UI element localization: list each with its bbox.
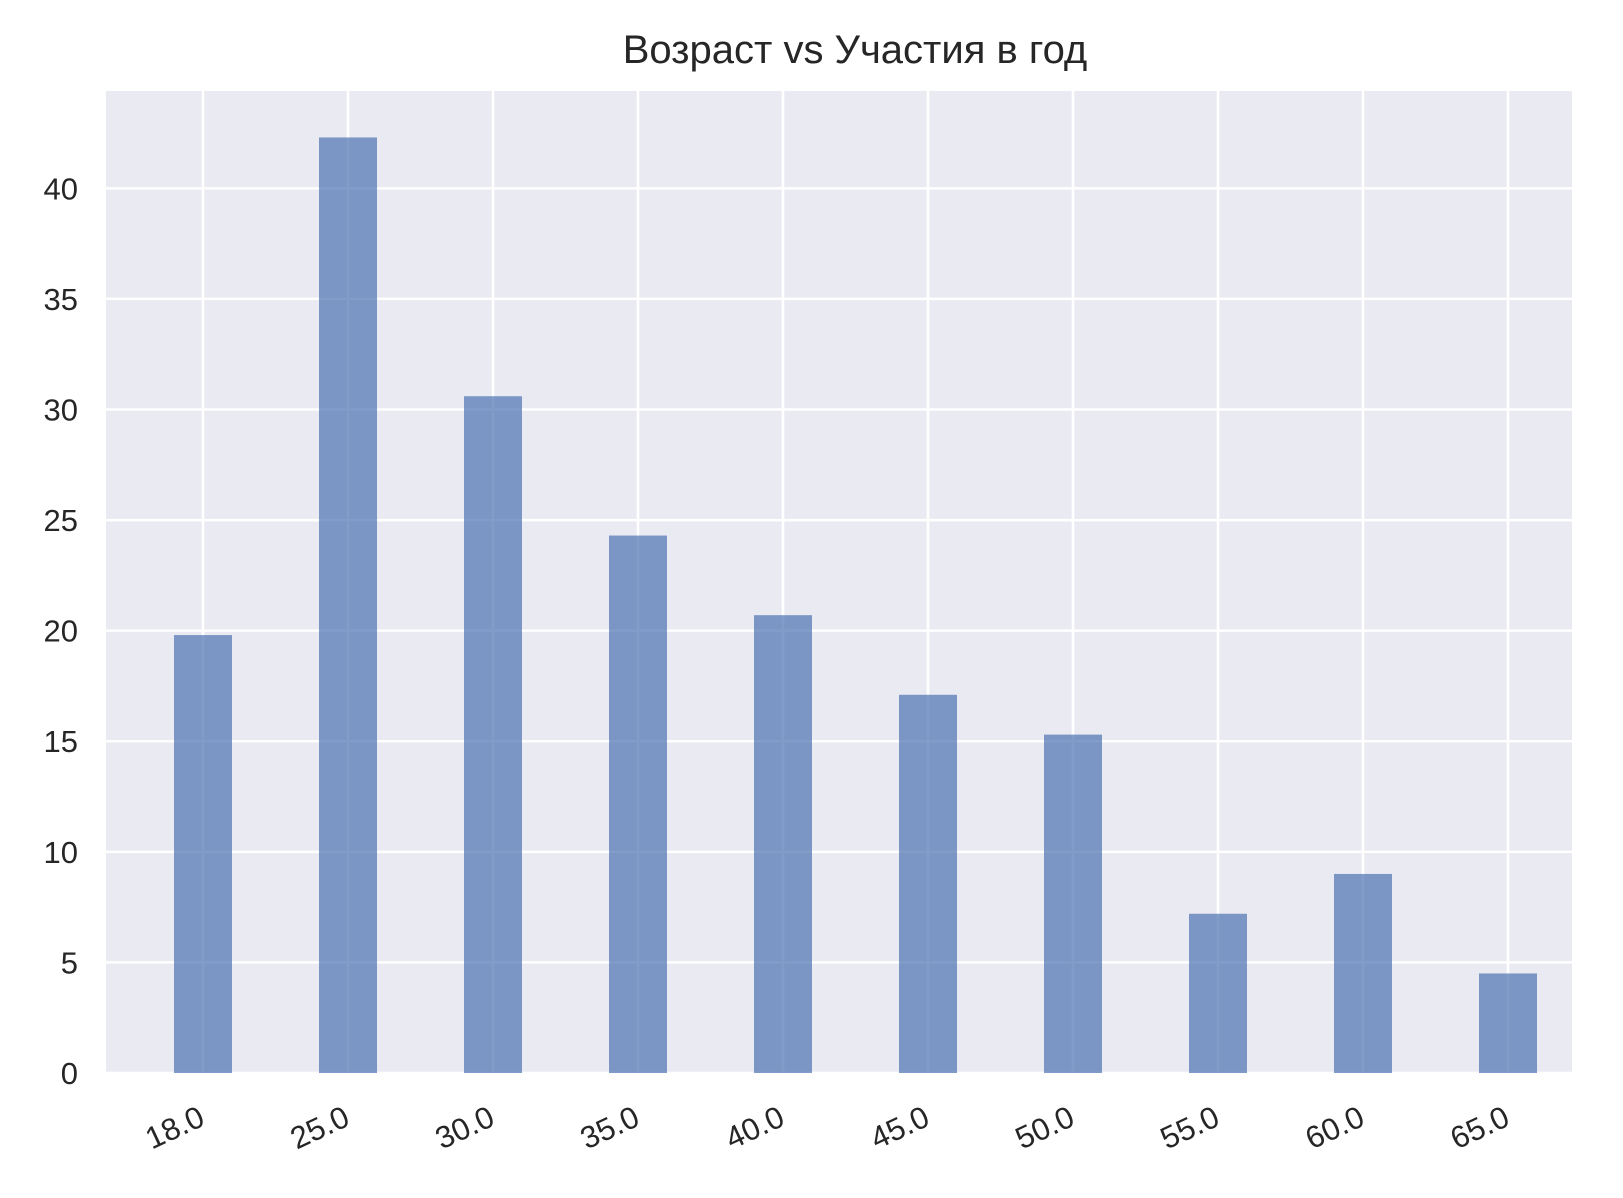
x-tick-label: 35.0 xyxy=(575,1099,644,1156)
bars xyxy=(174,137,1537,1074)
bar xyxy=(1044,734,1102,1073)
y-tick-label: 15 xyxy=(44,724,78,759)
x-tick-labels: 18.0 25.0 30.0 35.0 40.0 45.0 50.0 55.0 60.0 65.0 xyxy=(140,1099,1514,1156)
bar xyxy=(899,694,957,1073)
x-tick-label: 40.0 xyxy=(720,1099,789,1156)
bar xyxy=(174,635,232,1073)
y-tick-label: 30 xyxy=(44,392,78,427)
x-tick-label: 60.0 xyxy=(1300,1099,1369,1156)
bar xyxy=(1479,973,1537,1073)
chart-title: Возраст vs Участия в год xyxy=(623,28,1088,72)
y-tick-label: 5 xyxy=(61,945,78,980)
x-tick-label: 55.0 xyxy=(1155,1099,1224,1156)
x-tick-label: 30.0 xyxy=(430,1099,499,1156)
x-tick-label: 18.0 xyxy=(140,1099,209,1156)
bar xyxy=(319,137,377,1074)
x-tick-label: 25.0 xyxy=(285,1099,354,1156)
y-tick-label: 10 xyxy=(44,835,78,870)
x-tick-label: 50.0 xyxy=(1010,1099,1079,1156)
y-tick-labels: 0 5 10 15 20 25 30 35 40 xyxy=(44,171,78,1091)
y-tick-label: 20 xyxy=(44,614,78,649)
y-tick-label: 25 xyxy=(44,503,78,538)
bar xyxy=(1334,873,1392,1073)
bar xyxy=(464,396,522,1074)
bar xyxy=(1189,913,1247,1073)
bar xyxy=(609,535,667,1073)
y-tick-label: 40 xyxy=(44,171,78,206)
y-tick-label: 35 xyxy=(44,282,78,317)
bar xyxy=(754,615,812,1073)
x-tick-label: 65.0 xyxy=(1445,1099,1514,1156)
y-tick-label: 0 xyxy=(61,1056,78,1091)
x-tick-label: 45.0 xyxy=(865,1099,934,1156)
